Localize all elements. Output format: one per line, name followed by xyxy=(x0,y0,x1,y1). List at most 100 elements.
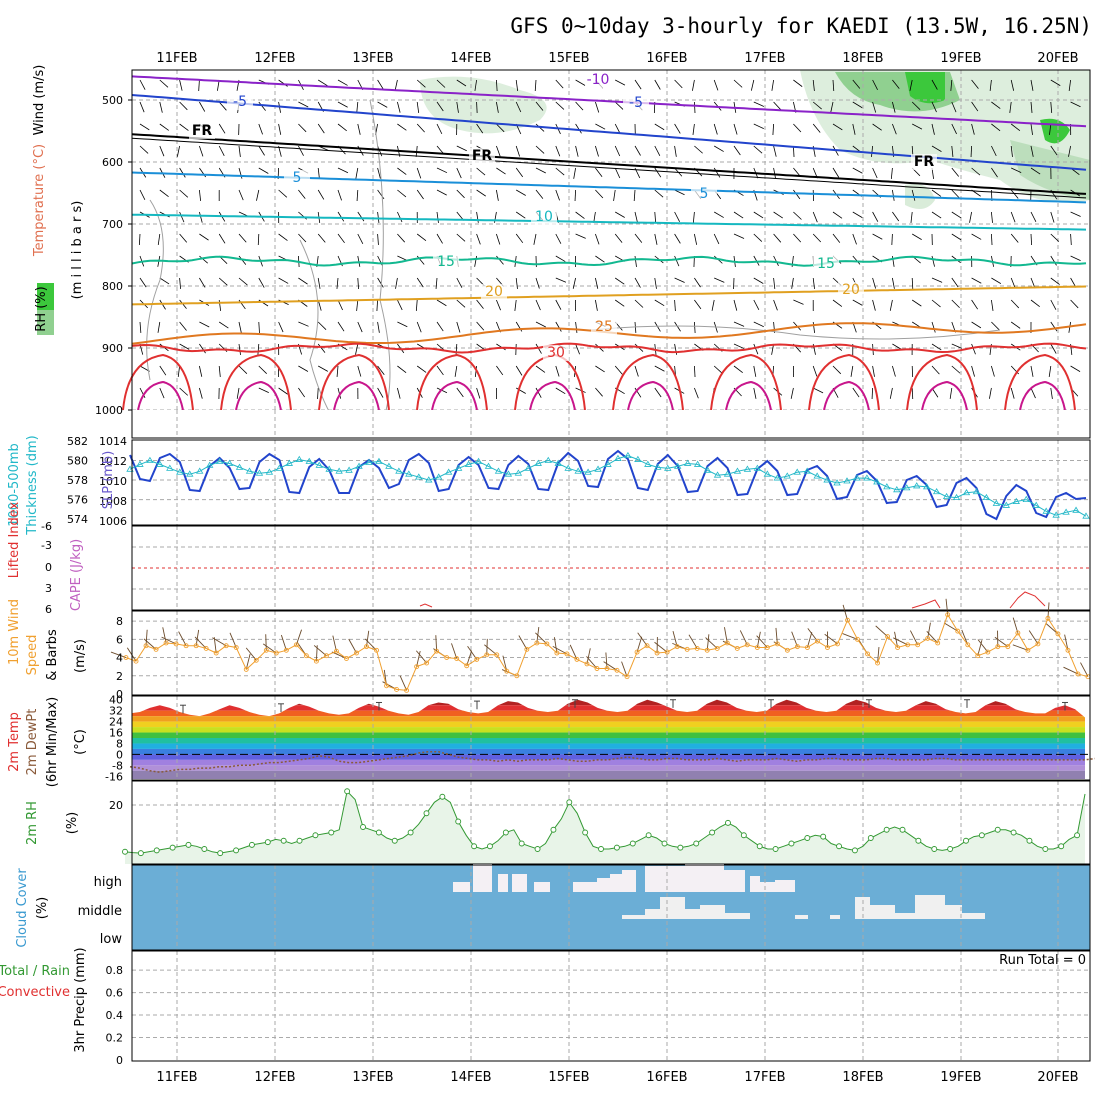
thickness-point xyxy=(205,461,214,468)
wind-barb xyxy=(951,277,959,288)
date-label-top: 19FEB xyxy=(940,51,981,66)
temp-band xyxy=(132,727,1085,733)
wind-barb xyxy=(595,365,605,373)
wind-speed-point xyxy=(835,641,840,647)
cape-li-panel: -6 -3 0 3 6 CAPE (J/kg) Lifted Index xyxy=(7,501,1091,616)
wind-barb xyxy=(258,123,263,135)
wind-barb xyxy=(496,101,499,113)
wind-speed-point xyxy=(544,641,550,647)
wind-barb xyxy=(674,145,677,157)
wind-barb xyxy=(991,277,1002,284)
wind-barb xyxy=(515,211,526,219)
thickness-point xyxy=(922,483,931,490)
cloud-high xyxy=(724,870,745,892)
wind-barb xyxy=(634,79,642,90)
panel-frame xyxy=(131,69,1091,439)
thickness-point xyxy=(873,478,881,485)
wind-barb xyxy=(376,299,378,312)
thickness-point xyxy=(494,467,503,474)
date-label-bottom: 16FEB xyxy=(646,1070,687,1085)
thickness-point xyxy=(962,488,971,496)
wind-barb xyxy=(634,277,641,288)
wind-barb xyxy=(454,365,458,377)
contour-label: FR xyxy=(192,123,213,139)
wind-barb xyxy=(257,343,260,355)
wind-barb xyxy=(1050,211,1055,223)
wind-barb xyxy=(1050,145,1058,156)
rh-point xyxy=(296,837,303,844)
rh-point xyxy=(518,840,525,847)
wind-barb xyxy=(502,655,508,672)
wind-barb xyxy=(399,675,407,691)
wind-barb xyxy=(1030,233,1032,246)
wind-barb xyxy=(535,145,545,154)
cloud-high xyxy=(573,882,597,892)
y-tick-label: 16 xyxy=(109,727,123,740)
thickness-point xyxy=(763,470,772,477)
wind-barb xyxy=(199,255,208,264)
rh-point xyxy=(804,835,811,841)
wind-barb xyxy=(931,277,943,283)
temperature-contour xyxy=(1004,353,1076,411)
wind-barb xyxy=(377,233,379,245)
rh-point xyxy=(550,826,557,833)
date-label-bottom: 18FEB xyxy=(842,1070,883,1085)
contour-label: -5 xyxy=(629,95,643,111)
wind-barb xyxy=(278,321,284,333)
wind-barb xyxy=(436,233,443,244)
wind-barb xyxy=(1030,365,1034,377)
wind-barb xyxy=(476,233,481,245)
wind-barb xyxy=(179,167,186,178)
wind-speed-point xyxy=(534,640,540,646)
thickness-point xyxy=(723,470,732,477)
wind-barb xyxy=(605,652,608,669)
rh-point xyxy=(931,846,938,852)
wind-barb xyxy=(456,233,466,242)
wind-barb xyxy=(377,79,384,90)
wind-barb xyxy=(476,123,484,134)
wind-barb xyxy=(484,644,498,656)
wind-barb xyxy=(317,123,325,134)
wind-barb xyxy=(911,189,916,201)
y-tick-label: 800 xyxy=(102,280,123,293)
wind-speed-point xyxy=(183,643,189,649)
cloud-row-label: middle xyxy=(78,904,122,919)
date-label-top: 13FEB xyxy=(352,51,393,66)
wind-barb xyxy=(159,387,165,399)
thickness-point xyxy=(1032,501,1040,508)
wind-barb xyxy=(1010,211,1016,223)
wind-barb xyxy=(317,343,326,353)
wind-barb xyxy=(298,101,309,108)
wind-barb xyxy=(451,643,458,659)
rh-point xyxy=(1074,832,1081,839)
wind-barb xyxy=(199,189,202,201)
thickness-point xyxy=(524,464,533,471)
cloud-high xyxy=(473,864,492,892)
temp-band xyxy=(132,716,1085,722)
thickness-point xyxy=(345,466,353,473)
rh-point xyxy=(851,847,858,854)
wind-barb xyxy=(824,633,838,645)
wind-barb xyxy=(397,101,401,113)
wind-barb xyxy=(436,123,443,135)
wind-barb xyxy=(535,321,546,328)
wind-barb xyxy=(654,233,658,245)
thickness-point xyxy=(544,456,552,463)
wind-barb xyxy=(157,321,161,333)
wind-barb xyxy=(832,299,843,307)
wind-speed-point xyxy=(1025,647,1031,653)
wind-barb xyxy=(912,123,923,130)
wind-barb xyxy=(337,321,345,332)
wind-speed-point xyxy=(484,652,490,658)
wind-barb xyxy=(336,277,339,289)
wind-barb xyxy=(218,277,228,286)
y-tick-label: -6 xyxy=(41,520,52,533)
wind-barb xyxy=(971,101,979,112)
wind-barb xyxy=(159,189,169,197)
wind-barb xyxy=(951,145,954,157)
wind-barb xyxy=(337,211,345,222)
wind-barb xyxy=(771,79,774,91)
wind-barb xyxy=(634,365,639,377)
rh-point xyxy=(756,843,763,850)
wind-barb xyxy=(143,638,157,650)
